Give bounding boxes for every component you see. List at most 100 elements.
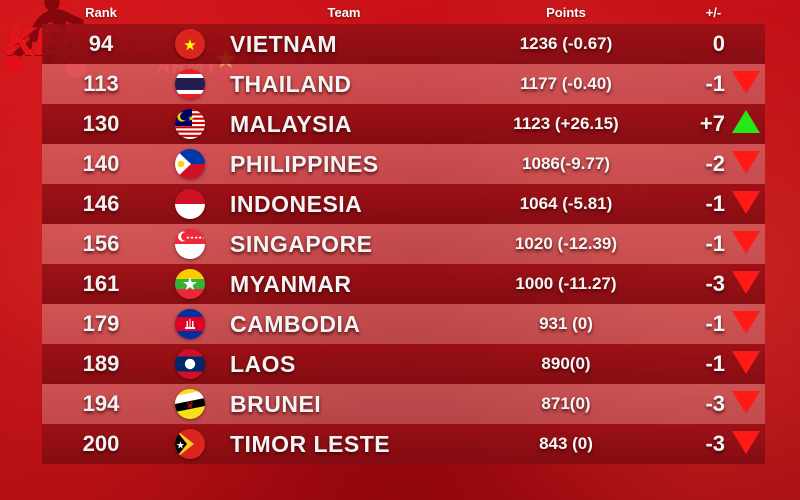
cell-change: -1 [664,347,765,382]
cell-team: SINGAPORE [220,231,468,258]
cell-change: -1 [664,227,765,262]
trend-up-icon [729,107,763,142]
cell-team: BRUNEI [220,391,468,418]
cell-flag: ★ [160,29,220,59]
points-value: 1177 (-0.40) [520,74,612,93]
change-value: +7 [699,111,725,136]
table-row[interactable]: 130 ★ MALAYSIA 1123 (+26.15) +7 [42,104,765,144]
cell-rank: 130 [42,111,160,137]
change-value: -1 [705,351,725,376]
cell-points: 1123 (+26.15) [468,114,664,134]
cell-rank: 140 [42,151,160,177]
cell-points: 843 (0) [468,434,664,454]
change-value: -3 [705,271,725,296]
cell-change: -1 [664,307,765,342]
flag-icon-timor-leste: ★ [175,429,205,459]
trend-down-icon [729,227,763,262]
cell-team: TIMOR LESTE [220,431,468,458]
flag-icon-indonesia [175,189,205,219]
cell-rank: 156 [42,231,160,257]
rank-value: 179 [82,311,120,336]
team-name: VIETNAM [230,30,337,57]
change-value: -1 [705,231,725,256]
table-row[interactable]: 94 ★ VIETNAM 1236 (-0.67) 0 [42,24,765,64]
column-header-team: Team [327,4,361,20]
points-value: 871(0) [541,394,591,413]
trend-down-icon [729,267,763,302]
team-name: THAILAND [230,70,352,97]
svg-text:♛: ♛ [186,400,194,410]
flag-icon-cambodia [175,309,205,339]
trend-down-icon [729,187,763,222]
cell-rank: 113 [42,71,160,97]
table-body: 94 ★ VIETNAM 1236 (-0.67) 0 113 THAILAND 1177 (… [42,24,765,464]
cell-points: 871(0) [468,394,664,414]
rank-value: 94 [88,31,114,56]
column-header-rank: Rank [85,4,117,20]
cell-change: +7 [664,107,765,142]
rank-value: 200 [82,431,120,456]
cell-rank: 161 [42,271,160,297]
svg-text:★: ★ [188,114,195,123]
cell-flag [160,69,220,99]
svg-text:★: ★ [183,37,196,54]
cell-points: 1020 (-12.39) [468,234,664,254]
cell-team: CAMBODIA [220,311,468,338]
cell-change: -3 [664,387,765,422]
table-row[interactable]: 161 ★ MYANMAR 1000 (-11.27) -3 [42,264,765,304]
cell-team: VIETNAM [220,31,468,58]
trend-down-icon [729,67,763,102]
table-row[interactable]: 156 ★★★★★ SINGAPORE 1020 (-12.39) -1 [42,224,765,264]
team-name: MALAYSIA [230,110,352,137]
cell-change: -1 [664,187,765,222]
table-row[interactable]: 194 ♛ BRUNEI 871(0) -3 [42,384,765,424]
svg-text:★: ★ [182,274,198,294]
cell-flag: ★ [160,429,220,459]
rank-value: 194 [82,391,120,416]
trend-down-icon [729,427,763,462]
cell-team: INDONESIA [220,191,468,218]
rank-value: 156 [82,231,120,256]
points-value: 843 (0) [539,434,593,453]
table-row[interactable]: 146 INDONESIA 1064 (-5.81) -1 [42,184,765,224]
cell-points: 1236 (-0.67) [468,34,664,54]
team-name: BRUNEI [230,390,322,417]
cell-flag [160,189,220,219]
cell-change: -3 [664,427,765,462]
points-value: 890(0) [541,354,591,373]
rank-value: 189 [82,351,120,376]
trend-down-icon [729,387,763,422]
table-row[interactable]: 200 ★ TIMOR LESTE 843 (0) -3 [42,424,765,464]
svg-text:★: ★ [176,441,185,452]
cell-flag [160,149,220,179]
team-name: CAMBODIA [230,310,361,337]
cell-points: 1000 (-11.27) [468,274,664,294]
change-value: -3 [705,391,725,416]
flag-icon-singapore: ★★★★★ [175,229,205,259]
cell-points: 1086(-9.77) [468,154,664,174]
table-header-row: Rank Team Points +/- [42,0,765,24]
change-value: 0 [712,31,725,56]
flag-icon-laos [175,349,205,379]
table-row[interactable]: 113 THAILAND 1177 (-0.40) -1 [42,64,765,104]
cell-rank: 179 [42,311,160,337]
table-row[interactable]: 189 LAOS 890(0) -1 [42,344,765,384]
change-value: -2 [705,151,725,176]
points-value: 1086(-9.77) [522,154,610,173]
cell-points: 890(0) [468,354,664,374]
change-value: -1 [705,71,725,96]
rank-value: 130 [82,111,120,136]
cell-rank: 189 [42,351,160,377]
cell-change: -3 [664,267,765,302]
team-name: PHILIPPINES [230,150,379,177]
cell-team: MYANMAR [220,271,468,298]
table-row[interactable]: 179 CAMBODIA 931 (0) -1 [42,304,765,344]
team-name: TIMOR LESTE [230,430,391,457]
trend-down-icon [729,307,763,342]
flag-icon-vietnam: ★ [175,29,205,59]
cell-flag: ★ [160,109,220,139]
cell-points: 931 (0) [468,314,664,334]
change-value: -1 [705,191,725,216]
team-name: INDONESIA [230,190,363,217]
table-row[interactable]: 140 PHILIPPINES 1086(-9.77) -2 [42,144,765,184]
